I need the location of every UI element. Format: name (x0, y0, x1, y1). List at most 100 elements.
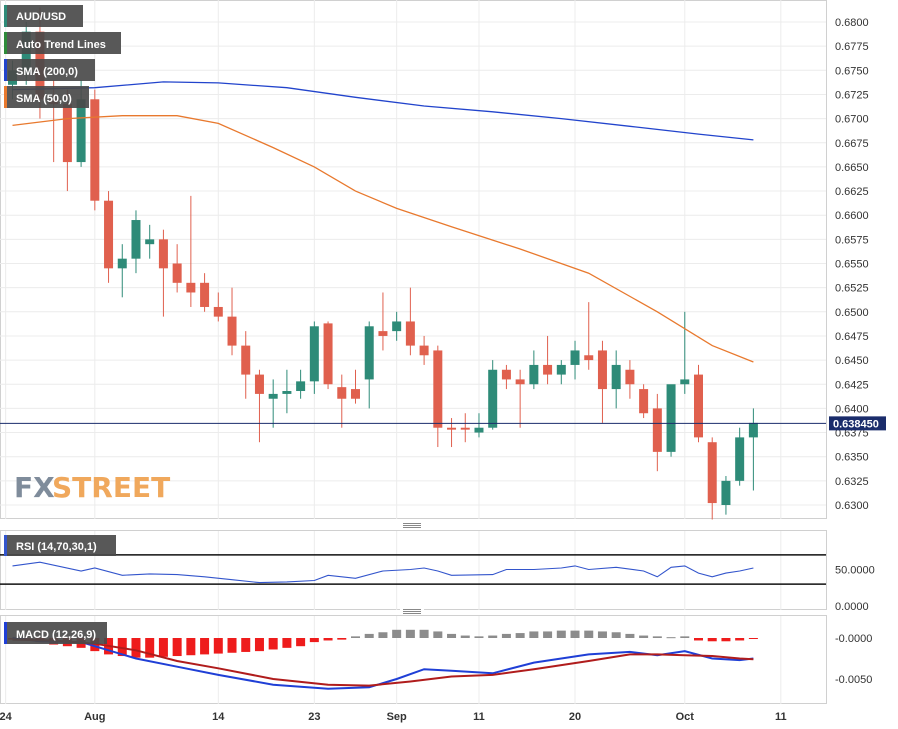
macd-histogram-bar (282, 638, 292, 648)
candle-body (296, 381, 306, 392)
candle-body (337, 387, 347, 399)
macd-tick-label: -0.0050 (835, 674, 872, 686)
candle-body (241, 345, 251, 375)
macd-line (12, 637, 754, 690)
candle-body (735, 437, 745, 481)
macd-signal-line (12, 638, 754, 687)
macd-histogram-bar (364, 633, 374, 638)
macd-tick-label: -0.0000 (835, 633, 872, 645)
macd-histogram-bar (556, 630, 566, 638)
candle-body (186, 282, 196, 293)
candle-body (570, 350, 580, 365)
macd-histogram-bar (433, 631, 443, 638)
candle-body (90, 99, 100, 201)
macd-histogram-bar (543, 631, 553, 638)
macd-histogram-bar (419, 629, 429, 638)
candle-body (611, 364, 621, 390)
macd-histogram-bar (694, 638, 703, 641)
svg-text:MACD (12,26,9): MACD (12,26,9) (16, 629, 96, 641)
macd-axis: -0.0000 -0.0050 (835, 633, 872, 686)
candle-body (584, 355, 594, 361)
price-tick-label: 0.6475 (835, 331, 869, 343)
macd-histogram-bar (323, 638, 333, 641)
candle-body (227, 316, 237, 346)
price-tick-label: 0.6400 (835, 403, 869, 415)
price-tick-label: 0.6600 (835, 210, 869, 222)
candle-body (529, 364, 539, 385)
macd-histogram-bar (158, 638, 168, 657)
macd-histogram-bar (213, 638, 223, 654)
legend-rsi[interactable]: RSI (14,70,30,1) (4, 535, 116, 556)
panel-resize-handle[interactable] (400, 522, 424, 528)
time-tick-label: 23 (308, 711, 320, 723)
candle-body (543, 364, 553, 375)
macd-histogram-bar (501, 633, 511, 638)
candle-body (117, 258, 127, 269)
legend-macd[interactable]: MACD (12,26,9) (4, 622, 107, 644)
candle-body (200, 282, 210, 307)
macd-histogram-bar (735, 638, 745, 641)
price-axis: 0.6800 0.6775 0.6750 0.6725 0.6700 0.6675 0.66… (835, 17, 869, 512)
rsi-tick-label: 0.0000 (835, 601, 869, 613)
macd-histogram-bar (200, 638, 210, 655)
legend-sma200[interactable]: SMA (200,0) (4, 59, 95, 81)
macd-histogram-bar (639, 635, 649, 638)
svg-text:SMA (200,0): SMA (200,0) (16, 66, 78, 78)
macd-histogram-bar (268, 638, 278, 650)
candle-body (254, 374, 264, 394)
candle-body (721, 480, 731, 505)
candle-body (639, 389, 649, 414)
candle-body (625, 369, 635, 385)
price-tick-label: 0.6625 (835, 186, 869, 198)
rsi-axis: 50.0000 0.0000 (835, 565, 875, 614)
candle-body (392, 321, 402, 332)
macd-histogram-bar (241, 638, 251, 652)
panel-resize-handle[interactable] (400, 608, 424, 614)
candle-body (213, 306, 223, 317)
price-tick-label: 0.6425 (835, 379, 869, 391)
candle-body (351, 389, 360, 399)
price-tick-label: 0.6550 (835, 259, 869, 271)
sma200-line (12, 81, 754, 141)
macd-histogram-bar (186, 638, 196, 656)
time-tick-label: 11 (775, 711, 787, 723)
legend-trend-lines[interactable]: Auto Trend Lines (4, 32, 121, 54)
price-tick-label: 0.6350 (835, 452, 869, 464)
macd-histogram-bar (460, 635, 470, 638)
candle-body (104, 200, 114, 269)
candle-body (76, 99, 86, 163)
legend-sma50[interactable]: SMA (50,0) (4, 86, 89, 108)
time-tick-label: Sep (387, 711, 407, 723)
price-tick-label: 0.6650 (835, 162, 869, 174)
rsi-tick-label: 50.0000 (835, 565, 875, 577)
time-tick-label: 20 (569, 711, 581, 723)
candle-body (131, 220, 141, 259)
macd-histogram-bar (515, 633, 525, 638)
sma50-line (12, 115, 754, 363)
macd-histogram-bar (625, 633, 635, 638)
macd-histogram-bar (652, 636, 662, 638)
macd-histogram-bar (611, 632, 621, 638)
current-price-tag: 0.638450 (829, 416, 886, 431)
candle-body (419, 345, 429, 356)
legend-symbol[interactable]: AUD/USD (4, 5, 83, 27)
candle-body (145, 239, 155, 245)
candle-body (378, 331, 388, 336)
candle-body (597, 350, 607, 390)
price-tick-label: 0.6300 (835, 500, 869, 512)
price-tick-label: 0.6375 (835, 428, 869, 440)
macd-histogram-bar (378, 632, 388, 638)
svg-text:Auto Trend Lines: Auto Trend Lines (16, 39, 106, 51)
candle-body (309, 326, 319, 382)
price-tick-label: 0.6450 (835, 355, 869, 367)
price-tick-label: 0.6750 (835, 65, 869, 77)
macd-histogram-bar (748, 638, 758, 639)
candle-body (158, 239, 168, 269)
macd-histogram-bar (309, 638, 319, 643)
candle-body (707, 442, 717, 504)
macd-histogram-bar (296, 638, 306, 647)
time-tick-label: Aug (84, 711, 105, 723)
candle-body (488, 369, 498, 428)
price-tick-label: 0.6525 (835, 283, 869, 295)
price-tick-label: 0.6700 (835, 114, 869, 126)
